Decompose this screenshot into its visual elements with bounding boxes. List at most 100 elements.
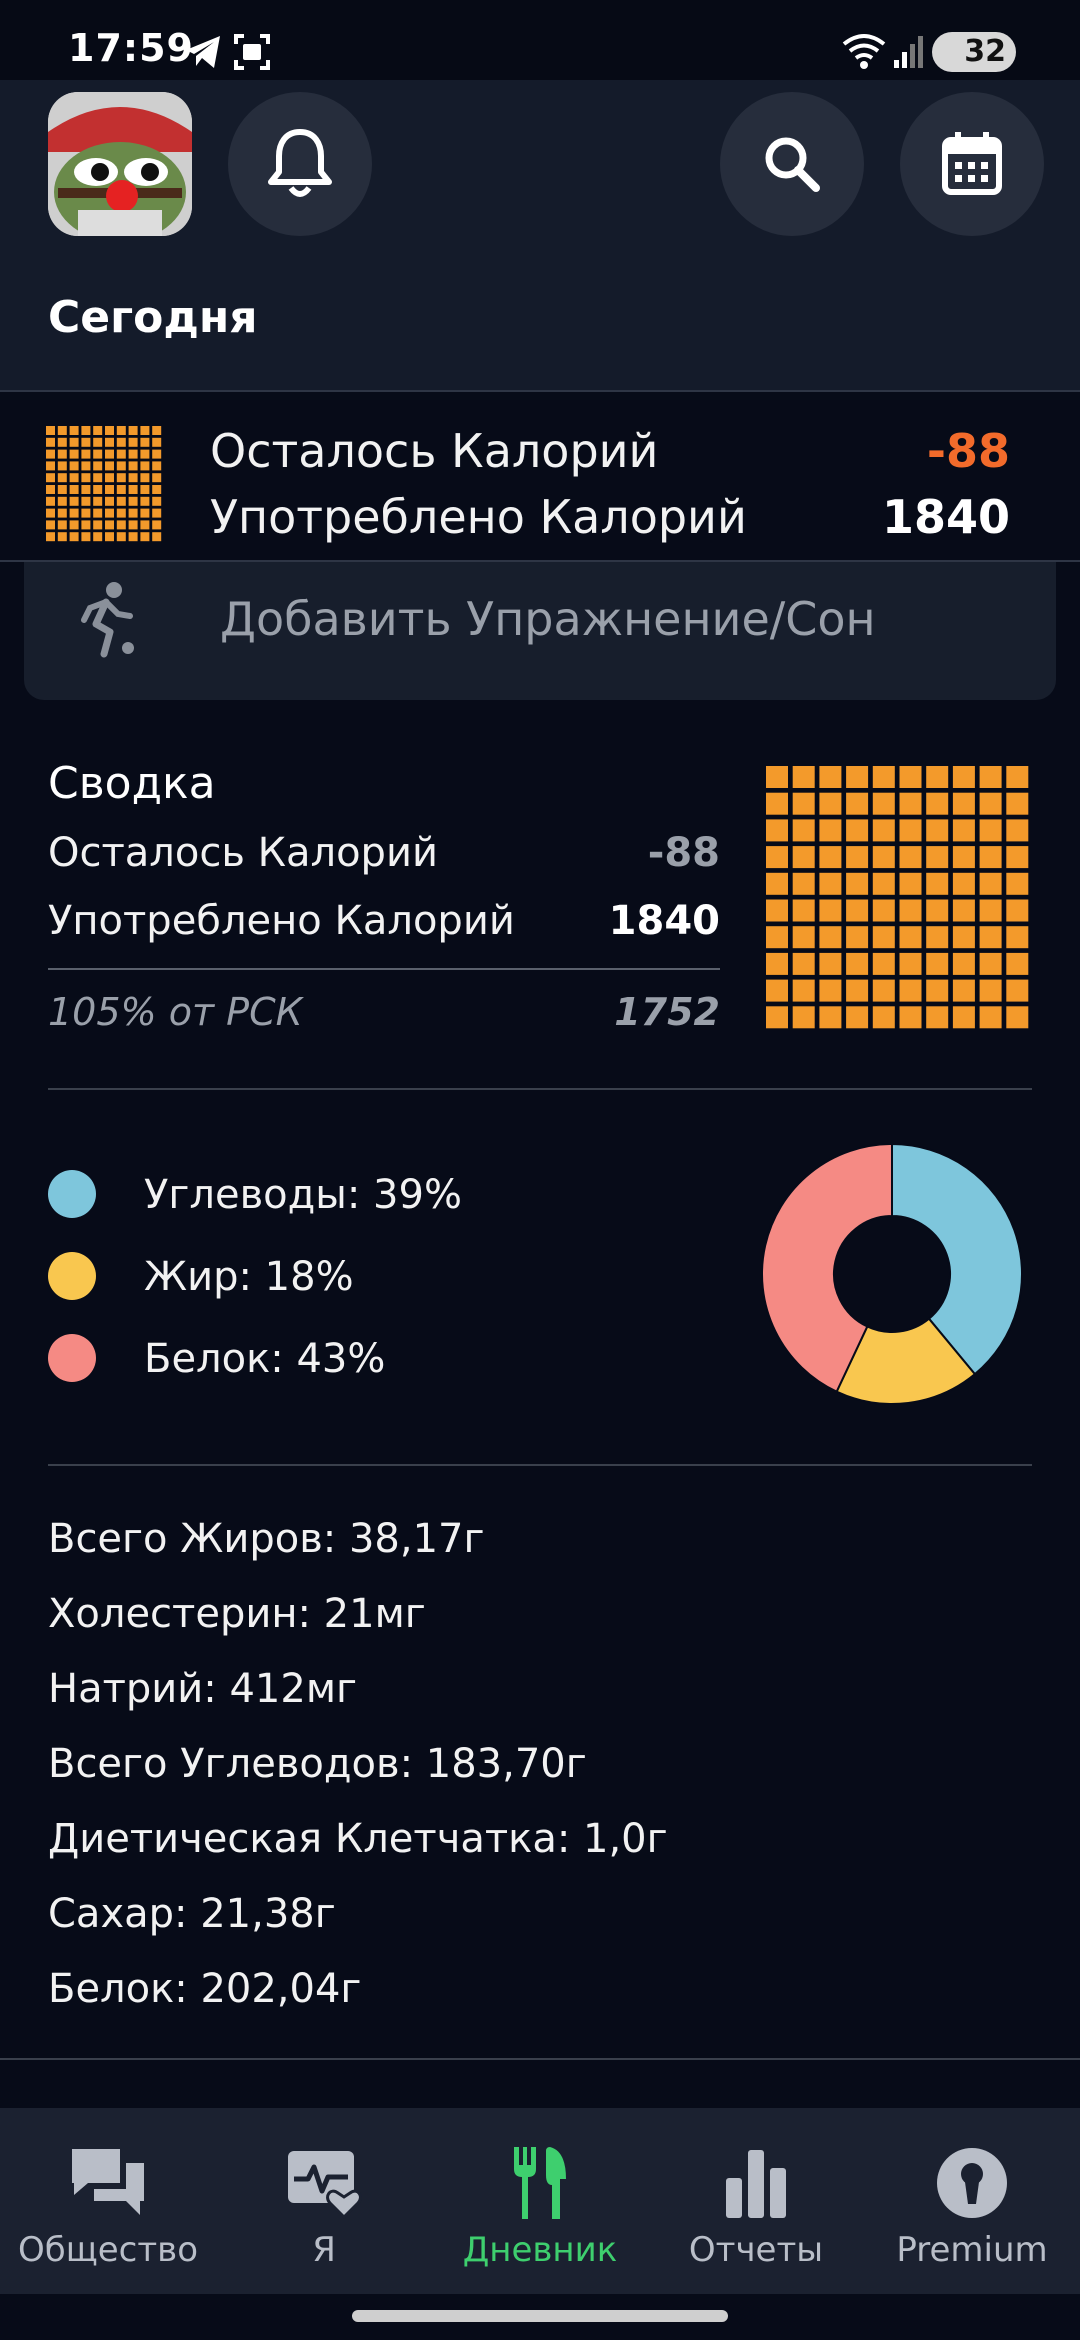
premium-icon [937, 2148, 1007, 2218]
grid-cell [766, 899, 788, 922]
grid-cell [792, 899, 815, 922]
grid-cell [116, 426, 126, 435]
grid-cell [57, 449, 67, 459]
grid-cell [926, 819, 949, 842]
nav-item-me[interactable]: Я [216, 2108, 432, 2294]
grid-cell [152, 426, 162, 435]
grid-cell [140, 473, 150, 483]
grid-cell [872, 979, 895, 1002]
grid-cell [128, 496, 138, 506]
grid-cell [899, 1006, 922, 1029]
nav-item-diary[interactable]: Дневник [432, 2108, 648, 2294]
grid-cell [819, 766, 842, 788]
grid-cell [846, 792, 869, 815]
chat-icon [72, 2149, 144, 2215]
grid-cell [69, 485, 79, 494]
grid-cell [899, 766, 922, 788]
grid-cell [140, 437, 150, 447]
grid-cell [57, 473, 67, 483]
grid-cell [766, 1006, 788, 1029]
grid-cell [899, 819, 922, 842]
grid-cell [140, 532, 150, 542]
grid-cell [140, 485, 150, 494]
grid-cell [979, 979, 1002, 1002]
grid-cell [81, 485, 91, 494]
grid-cell [128, 473, 138, 483]
grid-cell [128, 426, 138, 435]
nav-item-reports[interactable]: Отчеты [648, 2108, 864, 2294]
grid-cell [81, 473, 91, 483]
status-time: 17:59 [68, 26, 194, 70]
grid-cell [819, 979, 842, 1002]
grid-cell [899, 792, 922, 815]
grid-cell [766, 766, 788, 788]
grid-cell [766, 792, 788, 815]
notifications-button[interactable] [228, 92, 372, 236]
nav-item-community[interactable]: Общество [0, 2108, 216, 2294]
grid-cell [81, 496, 91, 506]
search-icon [765, 137, 820, 192]
summary-calorie-grid [766, 766, 1029, 1029]
grid-cell [899, 846, 922, 869]
grid-cell [1006, 819, 1029, 842]
screenshot-icon [234, 34, 270, 70]
grid-cell [872, 952, 895, 975]
grid-cell [899, 899, 922, 922]
grid-cell [152, 520, 162, 530]
grid-cell [81, 461, 91, 471]
section-divider [48, 1088, 1032, 1090]
consumed-calories-label: Употреблено Калорий [210, 490, 747, 544]
grid-cell [819, 792, 842, 815]
grid-cell [1006, 1006, 1029, 1029]
grid-cell [105, 485, 114, 494]
avatar[interactable] [48, 92, 192, 236]
page-title: Сегодня [48, 292, 258, 343]
grid-cell [952, 846, 975, 869]
grid-cell [846, 766, 869, 788]
grid-cell [979, 792, 1002, 815]
home-indicator [352, 2310, 728, 2322]
fork-knife-icon [514, 2147, 566, 2219]
nutrient-cholesterol: Холестерин: 21мг [48, 1591, 426, 1637]
carbs-slice [891, 1142, 1023, 1376]
grid-cell [93, 461, 103, 471]
grid-cell [128, 437, 138, 447]
grid-cell [140, 520, 150, 530]
grid-cell [116, 449, 126, 459]
grid-cell [766, 926, 788, 949]
grid-cell [766, 952, 788, 975]
carbs-legend-dot [48, 1170, 96, 1218]
grid-cell [46, 485, 55, 494]
fat-slice [835, 1317, 977, 1405]
grid-cell [926, 952, 949, 975]
grid-cell [819, 872, 842, 895]
grid-cell [105, 508, 114, 518]
grid-cell [93, 437, 103, 447]
grid-cell [69, 437, 79, 447]
calendar-button[interactable] [900, 92, 1044, 236]
calorie-summary-strip[interactable] [0, 392, 1080, 562]
grid-cell [926, 766, 949, 788]
grid-cell [979, 846, 1002, 869]
grid-cell [792, 926, 815, 949]
grid-cell [57, 508, 67, 518]
add-exercise-button[interactable]: Добавить Упражнение/Сон [24, 562, 1056, 700]
grid-cell [46, 437, 55, 447]
grid-cell [979, 819, 1002, 842]
grid-cell [846, 1006, 869, 1029]
grid-cell [792, 792, 815, 815]
grid-cell [57, 485, 67, 494]
macros-donut-chart[interactable] [760, 1142, 1024, 1406]
grid-cell [979, 952, 1002, 975]
wifi-icon [842, 34, 886, 69]
grid-cell [93, 508, 103, 518]
search-button[interactable] [720, 92, 864, 236]
grid-cell [116, 485, 126, 494]
grid-cell [69, 520, 79, 530]
grid-cell [69, 508, 79, 518]
grid-cell [81, 449, 91, 459]
nav-item-premium[interactable]: Premium [864, 2108, 1080, 2294]
grid-cell [792, 846, 815, 869]
grid-cell [105, 437, 114, 447]
grid-cell [926, 872, 949, 895]
